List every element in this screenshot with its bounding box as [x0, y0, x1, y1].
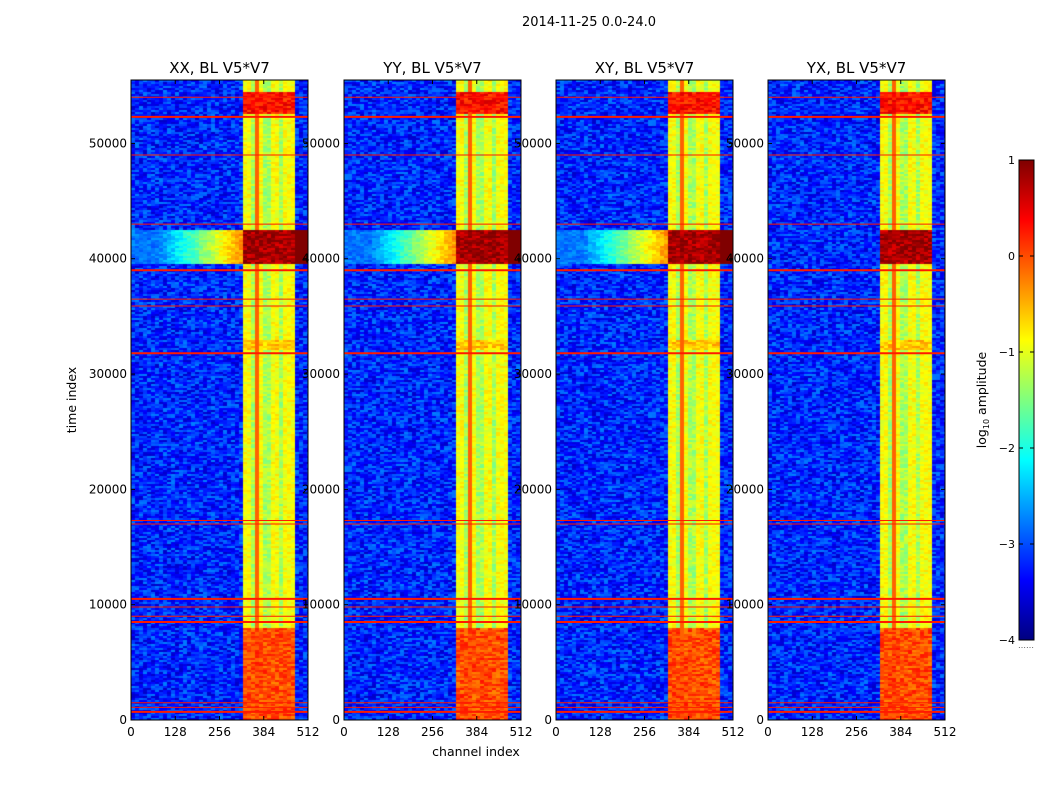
y-tick-label: 20000	[514, 482, 552, 496]
y-tick-label: 0	[119, 713, 127, 727]
y-tick-label: 20000	[302, 482, 340, 496]
panel-yy-heatmap	[344, 80, 521, 720]
y-tick-label: 30000	[89, 367, 127, 381]
y-tick-label: 0	[544, 713, 552, 727]
panel-xx: XX, BL V5*V7 0 128 256 384 512 0 10000 20000 3000…	[89, 59, 320, 739]
x-tick-label: 0	[764, 725, 772, 739]
colorbar-label-rest: amplitude	[974, 351, 989, 418]
y-tick-label: 40000	[726, 252, 764, 266]
panel-xy: XY, BL V5*V7 0 128 256 384 512 0 10000 20000 3000…	[514, 59, 745, 739]
colorbar-tick-label: −4	[999, 634, 1015, 647]
x-tick-label: 0	[127, 725, 135, 739]
y-tick-label: 20000	[726, 482, 764, 496]
x-tick-label: 256	[633, 725, 656, 739]
x-tick-label: 256	[421, 725, 444, 739]
y-tick-label: 50000	[302, 136, 340, 150]
y-tick-label: 40000	[514, 252, 552, 266]
panel-yx-heatmap	[768, 80, 945, 720]
colorbar-tick-label: −3	[999, 538, 1015, 551]
panels-group: XX, BL V5*V7 0 128 256 384 512 0 10000 20000 3000…	[89, 59, 957, 739]
colorbar-gradient	[1018, 159, 1035, 641]
x-tick-label: 256	[845, 725, 868, 739]
y-tick-label: 10000	[514, 598, 552, 612]
x-tick-label: 384	[252, 725, 275, 739]
colorbar-tick-label: −2	[999, 442, 1015, 455]
y-tick-label: 10000	[89, 598, 127, 612]
colorbar-label-sub: 10	[982, 419, 991, 429]
x-tick-label: 384	[889, 725, 912, 739]
panel-yy: YY, BL V5*V7 0 128 256 384 512 0 10000 20000 3000…	[302, 59, 533, 739]
x-tick-label: 256	[208, 725, 231, 739]
y-tick-label: 0	[756, 713, 764, 727]
colorbar-ticks: 1 0 −1 −2 −3 −4	[999, 154, 1034, 647]
y-tick-label: 50000	[514, 136, 552, 150]
y-tick-label: 10000	[726, 598, 764, 612]
y-tick-label: 50000	[89, 136, 127, 150]
x-axis-label: channel index	[432, 744, 520, 759]
x-tick-label: 512	[510, 725, 533, 739]
panel-yx: YX, BL V5*V7 0 128 256 384 512 0 10000 20000 3000…	[726, 59, 957, 739]
colorbar-label-log: log	[974, 429, 989, 448]
colorbar-tick-label: 0	[1008, 250, 1015, 263]
colorbar-tick-label: 1	[1008, 154, 1015, 167]
panel-title: YY, BL V5*V7	[382, 59, 481, 77]
y-tick-label: 50000	[726, 136, 764, 150]
x-tick-label: 128	[589, 725, 612, 739]
x-tick-label: 0	[340, 725, 348, 739]
x-tick-label: 0	[552, 725, 560, 739]
x-tick-label: 128	[164, 725, 187, 739]
x-tick-label: 512	[722, 725, 745, 739]
x-tick-label: 512	[934, 725, 957, 739]
y-tick-label: 30000	[726, 367, 764, 381]
y-tick-label: 10000	[302, 598, 340, 612]
x-tick-label: 512	[297, 725, 320, 739]
colorbar-label: log10 amplitude	[974, 351, 991, 448]
x-tick-label: 128	[801, 725, 824, 739]
colorbar: 10−1−2−3−4 log10 amplitude ……	[974, 154, 1035, 650]
panel-title: XY, BL V5*V7	[595, 59, 695, 77]
y-tick-label: 30000	[302, 367, 340, 381]
x-tick-label: 384	[465, 725, 488, 739]
x-tick-label: 128	[377, 725, 400, 739]
y-tick-label: 0	[332, 713, 340, 727]
figure-suptitle: 2014-11-25 0.0-24.0	[522, 15, 656, 30]
y-tick-label: 20000	[89, 482, 127, 496]
y-axis-label: time index	[64, 367, 79, 433]
panel-xy-heatmap	[556, 80, 733, 720]
colorbar-tick-label: −1	[999, 346, 1015, 359]
colorbar-offset-dots: ……	[1018, 641, 1034, 650]
y-tick-label: 40000	[302, 252, 340, 266]
panel-xx-heatmap	[131, 80, 308, 720]
y-tick-label: 40000	[89, 252, 127, 266]
y-tick-label: 30000	[514, 367, 552, 381]
panel-title: YX, BL V5*V7	[806, 59, 907, 77]
panel-title: XX, BL V5*V7	[169, 59, 270, 77]
x-tick-label: 384	[677, 725, 700, 739]
